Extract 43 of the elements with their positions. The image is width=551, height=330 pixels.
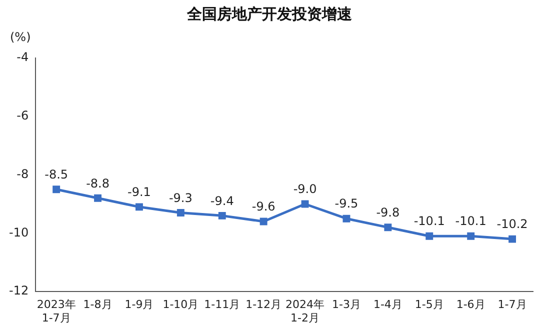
point — [301, 200, 309, 208]
data-label: -9.3 — [168, 190, 192, 205]
point — [342, 214, 350, 222]
data-label: -10.1 — [455, 214, 486, 228]
x-tick-label: 2024年 1-2月 — [286, 298, 325, 324]
x-tick-label: 1-9月 — [124, 298, 154, 312]
point — [384, 224, 392, 232]
chart-title: 全国房地产开发投资增速 — [186, 4, 353, 23]
x-tick-label: 1-6月 — [456, 298, 486, 312]
point — [176, 209, 184, 216]
y-axis-title: (%) — [10, 30, 31, 44]
data-label: -8.5 — [44, 168, 68, 182]
y-tick-label: -12 — [8, 284, 29, 298]
x-tick-label: 1-7月 — [498, 298, 527, 312]
x-tick-label: 2023年 1-7月 — [36, 298, 76, 324]
y-tick-label: -10 — [8, 225, 29, 240]
data-label: -9.1 — [128, 185, 151, 200]
x-tick-label: 1-12月 — [246, 298, 282, 312]
x-tick-label: 1-11月 — [204, 298, 240, 312]
y-tick-label: -8 — [16, 166, 29, 181]
y-tick-label: -4 — [16, 50, 29, 64]
data-label: -10.2 — [496, 217, 528, 232]
point — [260, 218, 268, 226]
x-tick-label: 1-5月 — [414, 298, 444, 312]
data-label: -9.6 — [252, 200, 276, 214]
x-tick-label: 1-10月 — [162, 298, 199, 312]
point — [508, 235, 516, 243]
data-label: -9.8 — [376, 205, 400, 220]
x-tick-label: 1-4月 — [373, 298, 402, 312]
point — [218, 212, 226, 220]
data-label: -9.4 — [210, 194, 234, 208]
point — [426, 232, 434, 240]
data-label: -8.8 — [86, 176, 110, 190]
point — [136, 203, 143, 211]
y-tick-label: -6 — [16, 108, 29, 123]
x-tick-label: 1-3月 — [332, 298, 361, 312]
data-label: -10.1 — [414, 214, 445, 228]
data-label: -9.5 — [334, 196, 358, 211]
point — [467, 232, 475, 240]
x-tick-label: 1-8月 — [83, 298, 112, 312]
data-label: -9.0 — [293, 182, 317, 196]
point — [94, 194, 102, 202]
point — [52, 186, 60, 194]
